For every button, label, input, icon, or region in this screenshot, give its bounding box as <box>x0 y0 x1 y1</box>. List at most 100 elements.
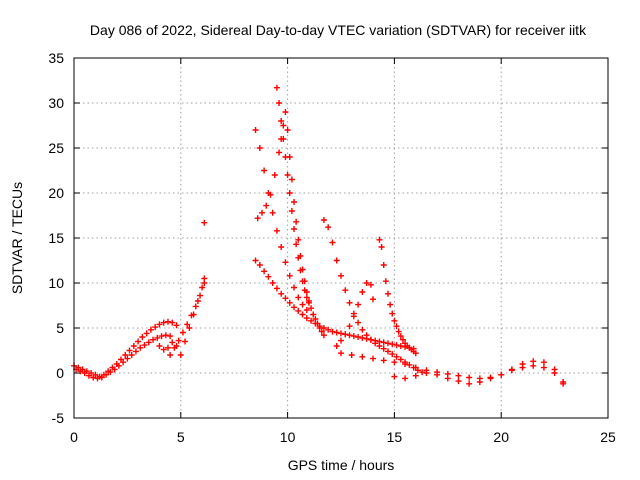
chart-title: Day 086 of 2022, Sidereal Day-to-day VTE… <box>90 22 587 38</box>
data-point-arc-c <box>267 191 274 198</box>
data-point-arc-a <box>308 317 315 324</box>
data-point-arc-c <box>284 127 291 133</box>
data-point-evening-low <box>476 379 483 385</box>
data-point-early-morning-2 <box>141 342 148 349</box>
data-point-early-morning-2 <box>94 375 101 382</box>
data-point-evening-low <box>412 372 419 379</box>
data-point-early-morning-2 <box>162 332 169 339</box>
data-point-arc-c <box>258 209 265 216</box>
data-point-arc-e <box>363 332 370 339</box>
data-point-arc-c <box>254 215 261 222</box>
data-point-arc-d <box>293 241 300 248</box>
data-point-arc-a <box>278 290 285 297</box>
data-point-arc-a <box>295 307 302 314</box>
data-point-outlier <box>201 219 208 226</box>
data-point-arc-e <box>397 356 404 363</box>
data-point-arc-e <box>389 351 396 358</box>
data-point-arc-f <box>370 296 377 303</box>
data-point-arc-e <box>376 343 383 349</box>
data-point-arc-a <box>355 334 362 340</box>
data-point-arc-e <box>419 369 426 376</box>
data-point-arc-d <box>288 208 295 214</box>
data-point-evening-low <box>391 373 398 380</box>
data-point-arc-c <box>271 172 278 178</box>
data-point-evening-low <box>560 380 567 387</box>
data-point-arc-e <box>406 361 413 368</box>
data-point-arc-d <box>282 154 289 160</box>
data-point-early-morning <box>160 319 167 326</box>
data-point-evening-low <box>551 370 558 376</box>
data-point-pre-noon-rise <box>169 339 176 346</box>
data-point-early-morning-2 <box>98 374 105 381</box>
x-tick-label: 10 <box>280 429 296 445</box>
data-point-arc-e <box>342 287 349 294</box>
data-point-arc-c <box>282 109 289 115</box>
data-point-evening-low <box>530 362 537 369</box>
data-point-arc-d <box>273 84 280 91</box>
data-point-arc-g <box>399 336 406 343</box>
data-point-afternoon-low <box>412 364 419 371</box>
data-point-early-morning <box>135 338 142 345</box>
data-point-evening-low <box>402 375 409 382</box>
data-point-early-morning-2 <box>167 333 174 340</box>
data-point-arc-e <box>320 217 327 223</box>
data-point-arc-e <box>333 257 340 264</box>
data-point-arc-b <box>299 301 306 308</box>
data-point-arc-f <box>342 331 349 338</box>
data-point-early-morning <box>169 319 176 326</box>
data-point-pre-noon-rise <box>199 284 206 291</box>
data-point-arc-b <box>252 127 259 133</box>
x-tick-label: 25 <box>600 429 616 445</box>
data-point-evening-low <box>519 364 526 371</box>
data-point-arc-a <box>252 257 259 264</box>
y-tick-label: 20 <box>48 185 64 201</box>
data-point-early-morning-2 <box>132 348 139 355</box>
data-point-arc-a <box>384 340 391 347</box>
data-point-arc-d <box>305 299 312 306</box>
data-point-arc-a <box>333 329 340 336</box>
data-point-early-morning-2 <box>107 369 114 376</box>
data-point-arc-d <box>301 287 308 294</box>
data-point-arc-d <box>303 294 310 301</box>
data-point-arc-a <box>265 273 272 280</box>
data-point-arc-e <box>380 345 387 352</box>
data-point-pre-noon-rise <box>164 344 171 351</box>
data-point-arc-a <box>256 262 263 268</box>
data-point-arc-g <box>397 333 404 340</box>
data-point-arc-e <box>338 272 344 279</box>
data-point-arc-a <box>346 332 353 339</box>
data-point-arc-c <box>318 328 325 335</box>
data-point-arc-c <box>312 316 319 322</box>
data-point-arc-a <box>299 311 306 318</box>
data-point-arc-b <box>269 209 276 216</box>
data-point-evening-low <box>487 375 494 382</box>
data-point-arc-a <box>286 299 293 306</box>
data-point-evening-low <box>434 371 441 378</box>
data-point-arc-a <box>350 333 357 340</box>
data-point-evening-low <box>455 378 462 385</box>
data-point-arc-a <box>329 328 336 335</box>
y-tick-label: 25 <box>48 140 64 156</box>
data-point-arc-d <box>280 136 287 142</box>
data-point-pre-noon-rise-2 <box>192 303 199 310</box>
data-point-arc-c <box>316 325 323 331</box>
data-point-arc-g <box>393 323 400 330</box>
x-tick-label: 5 <box>177 429 185 445</box>
data-point-evening-low <box>540 364 547 371</box>
data-point-afternoon-low <box>402 361 409 367</box>
data-point-arc-d <box>284 172 291 178</box>
data-point-arc-e <box>367 336 374 343</box>
data-point-arc-g <box>412 350 419 357</box>
y-tick-label: 10 <box>48 275 64 291</box>
data-point-arc-g <box>391 317 398 324</box>
data-point-arc-b <box>256 145 263 151</box>
data-point-evening-low <box>444 375 451 382</box>
data-point-early-morning-2 <box>145 339 152 346</box>
data-point-evening-low <box>508 367 515 374</box>
data-point-arc-f <box>367 281 374 288</box>
data-point-arc-c <box>320 332 327 339</box>
data-point-pre-noon-rise-2 <box>171 344 178 351</box>
data-point-arc-e <box>325 224 332 231</box>
data-point-afternoon-low <box>338 350 344 357</box>
data-point-arc-c <box>280 122 287 129</box>
